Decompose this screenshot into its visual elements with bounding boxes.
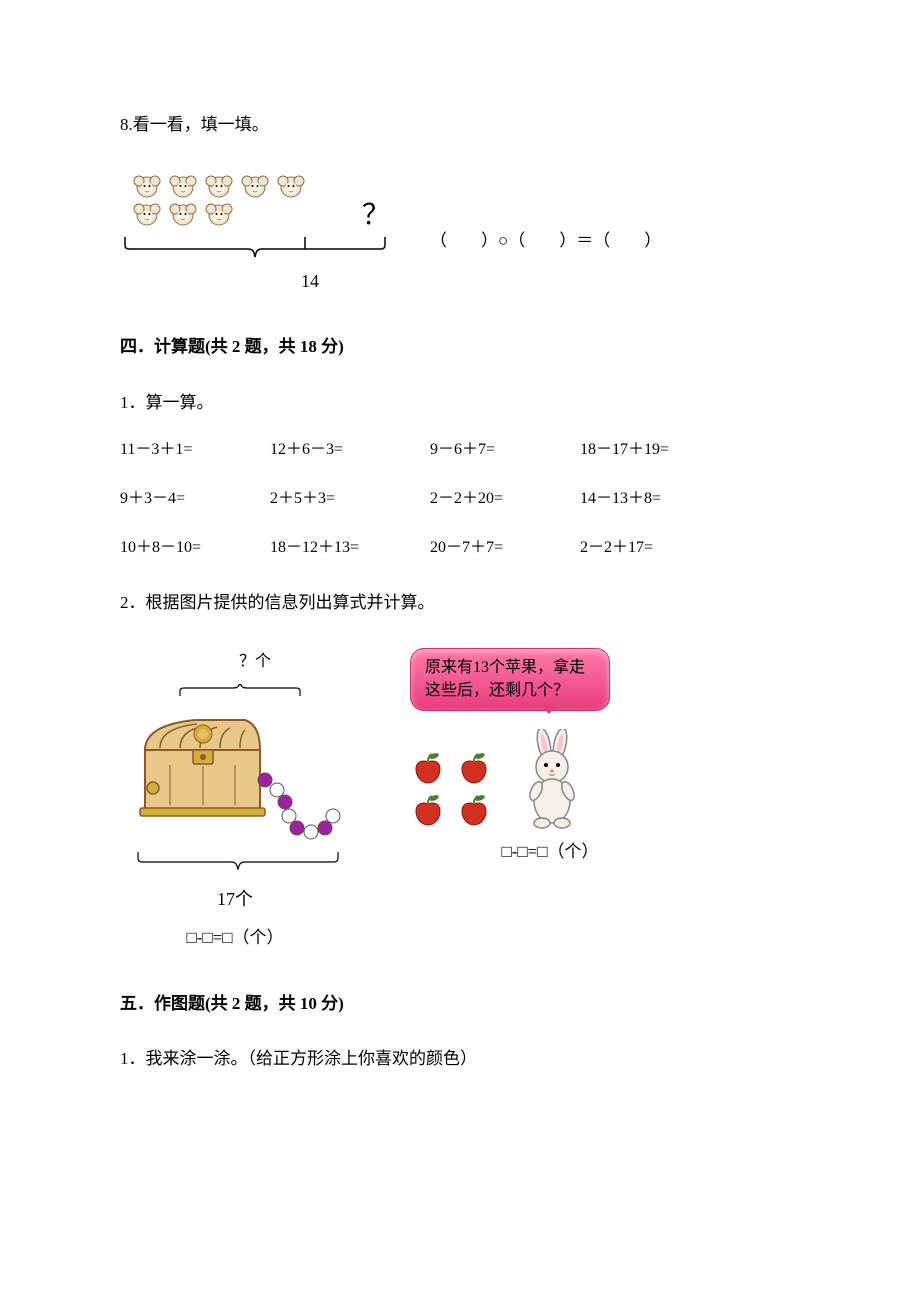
calc-expr: 2＋5＋3= xyxy=(270,485,430,514)
problem-8-number: 8. xyxy=(120,115,133,134)
problem-8-diagram: ？ 14 （ ）○（ ）＝（ ） xyxy=(120,171,800,297)
bottom-bracket xyxy=(120,235,400,260)
section-5-header: 五．作图题(共 2 题，共 10 分) xyxy=(120,989,800,1020)
calc-expr: 14－13＋8= xyxy=(580,485,740,514)
calculation-table: 11－3＋1= 12＋6－3= 9－6＋7= 18－17＋19= 9＋3－4= … xyxy=(120,436,800,562)
monkey-icon xyxy=(130,199,164,227)
calc-expr: 2－2＋20= xyxy=(430,485,580,514)
chest-bottom-label: 17个 xyxy=(120,883,350,915)
chest-top-label: ？个 xyxy=(160,648,350,677)
rabbit-icon xyxy=(516,729,596,829)
monkey-icon xyxy=(202,171,236,199)
apple-icon xyxy=(456,751,492,787)
apple-icon xyxy=(410,793,446,829)
calc-expr: 11－3＋1= xyxy=(120,436,270,465)
section-4-problem-1-label: 1．算一算。 xyxy=(120,388,800,419)
monkey-icon xyxy=(238,171,272,199)
section-4-header: 四．计算题(共 2 题，共 18 分) xyxy=(120,332,800,363)
apples-rabbit-row xyxy=(410,729,690,829)
section-5-problem-1-label: 1．我来涂一涂。（给正方形涂上你喜欢的颜色） xyxy=(120,1044,800,1075)
problem-8-body: 看一看，填一填。 xyxy=(133,115,269,134)
calc-expr: 20－7＋7= xyxy=(430,534,580,563)
calc-expr: 9－6＋7= xyxy=(430,436,580,465)
apple-icon xyxy=(410,751,446,787)
speech-bubble: 原来有13个苹果，拿走这些后，还剩几个？ xyxy=(410,648,610,711)
total-label: 14 xyxy=(220,265,400,297)
section-4-problem-2-label: 2．根据图片提供的信息列出算式并计算。 xyxy=(120,588,800,619)
rabbit-equation: □-□=□（个） xyxy=(410,837,690,868)
top-bracket-icon xyxy=(175,684,305,699)
calc-expr: 18－17＋19= xyxy=(580,436,740,465)
monkey-row-1 xyxy=(130,171,400,199)
problem-8-text: 8.看一看，填一填。 xyxy=(120,110,800,141)
calc-expr: 12＋6－3= xyxy=(270,436,430,465)
question-mark: ？ xyxy=(362,191,390,241)
monkey-icon xyxy=(166,199,200,227)
chest-figure: ？个 xyxy=(120,648,350,954)
monkey-icon xyxy=(274,171,308,199)
rabbit-figure: 原来有13个苹果，拿走这些后，还剩几个？ xyxy=(410,648,690,954)
calc-expr: 9＋3－4= xyxy=(120,485,270,514)
calc-expr: 2－2＋17= xyxy=(580,534,740,563)
monkey-icon xyxy=(130,171,164,199)
calc-expr: 18－12＋13= xyxy=(270,534,430,563)
monkey-icon xyxy=(202,199,236,227)
problem-2-images: ？个 xyxy=(120,648,800,954)
monkey-row-2 xyxy=(130,199,400,227)
treasure-chest-icon xyxy=(125,710,345,840)
monkey-grid xyxy=(130,171,400,227)
equation-blanks: （ ）○（ ）＝（ ） xyxy=(430,226,661,257)
apple-icon xyxy=(456,793,492,829)
calc-expr: 10＋8－10= xyxy=(120,534,270,563)
apples-grid xyxy=(410,751,496,829)
monkey-icon xyxy=(166,171,200,199)
bottom-bracket-icon xyxy=(133,850,343,870)
bracket-icon xyxy=(120,235,390,260)
monkey-diagram: ？ 14 xyxy=(120,171,400,297)
chest-equation: □-□=□（个） xyxy=(120,923,350,954)
